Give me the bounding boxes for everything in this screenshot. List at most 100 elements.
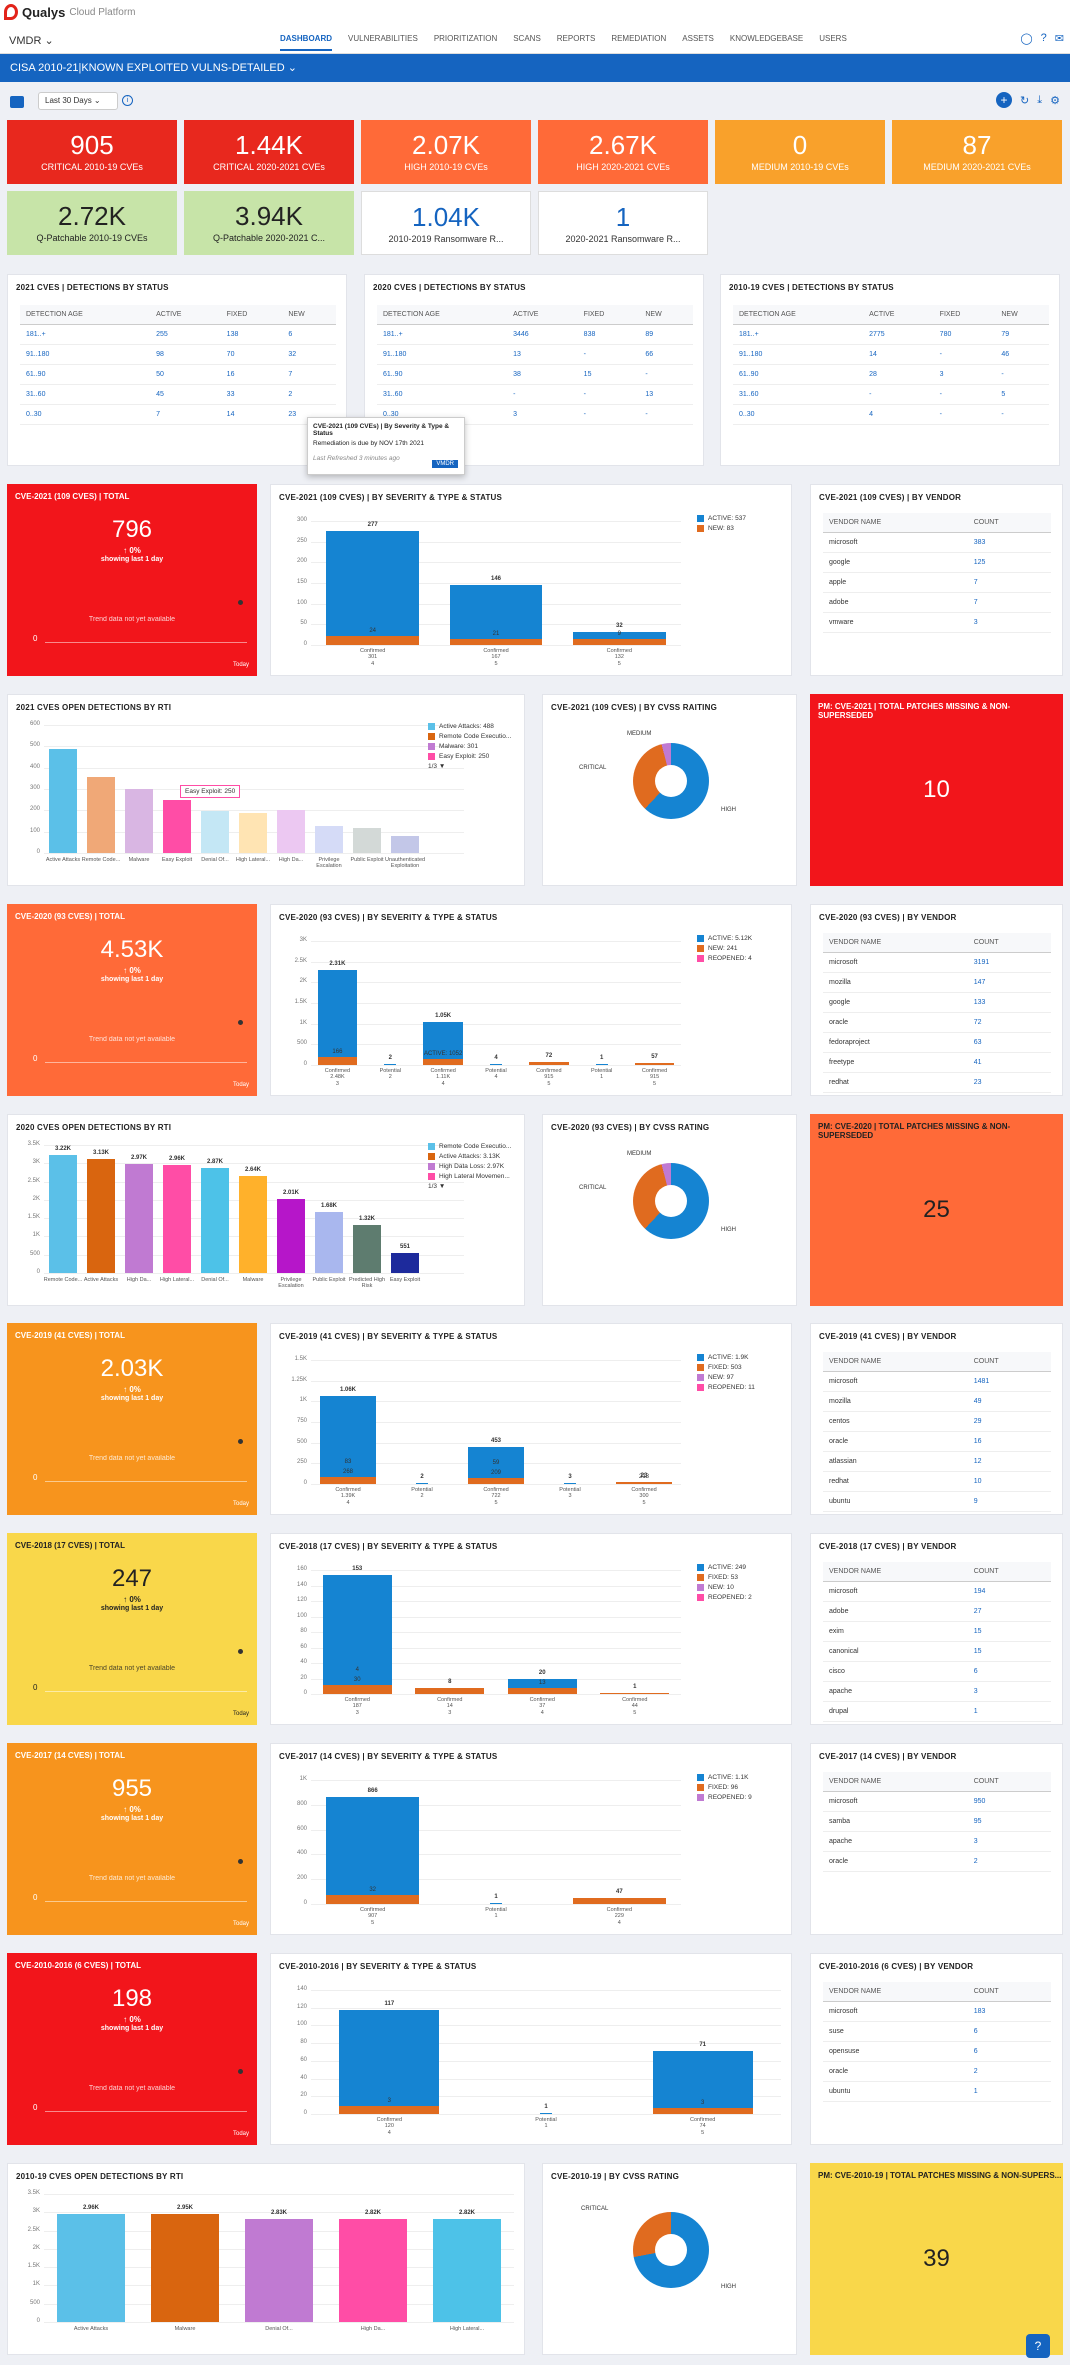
legend-item[interactable]: ACTIVE: 537: [697, 515, 746, 522]
cvss-donut[interactable]: [633, 2212, 709, 2288]
table-cell[interactable]: 950: [967, 1791, 1051, 1812]
kpi-tile[interactable]: 87 MEDIUM 2020-2021 CVEs: [892, 120, 1062, 184]
table-cell[interactable]: 6: [282, 324, 336, 345]
table-cell[interactable]: 98: [150, 344, 221, 365]
table-cell[interactable]: 3446: [507, 324, 578, 345]
bar-stack[interactable]: [384, 1064, 397, 1065]
bar-stack[interactable]: [449, 584, 543, 645]
table-cell[interactable]: 38: [507, 364, 578, 385]
legend-pager[interactable]: 1/3 ▼: [428, 1183, 446, 1190]
table-cell[interactable]: 7: [282, 364, 336, 385]
legend-item[interactable]: ACTIVE: 5.12K: [697, 935, 752, 942]
rti-bar[interactable]: [125, 1164, 153, 1273]
date-range-select[interactable]: Last 30 Days ⌄: [38, 92, 118, 110]
qualys-logo[interactable]: Qualys Cloud Platform: [4, 4, 136, 20]
bar-stack[interactable]: [326, 1796, 419, 1904]
rti-bar[interactable]: [239, 813, 267, 853]
bar-segment-new[interactable]: [423, 1058, 463, 1065]
table-cell[interactable]: 12: [967, 1451, 1051, 1472]
rti-bar[interactable]: [163, 1164, 191, 1273]
legend-item[interactable]: Malware: 301: [428, 743, 511, 750]
cvss-donut[interactable]: [633, 743, 709, 819]
bar-segment-new[interactable]: [616, 1482, 672, 1484]
legend-item[interactable]: Remote Code Executio...: [428, 1143, 511, 1150]
rti-bar[interactable]: [87, 776, 115, 853]
rti-bar[interactable]: [433, 2218, 501, 2322]
table-cell[interactable]: 23: [967, 1072, 1051, 1093]
legend-item[interactable]: ACTIVE: 249: [697, 1564, 752, 1571]
bar-stack[interactable]: [507, 1678, 577, 1694]
nav-tab-users[interactable]: USERS: [819, 34, 847, 43]
table-cell[interactable]: -: [577, 404, 640, 425]
rti-bar[interactable]: [239, 1176, 267, 1273]
table-cell[interactable]: 3: [967, 1681, 1051, 1702]
table-cell[interactable]: 3: [507, 404, 578, 425]
bar-stack[interactable]: [322, 1575, 392, 1694]
table-cell[interactable]: 2: [967, 2061, 1051, 2082]
total-card[interactable]: CVE-2019 (41 CVES) | TOTAL 2.03K ↑ 0% showi…: [7, 1323, 257, 1515]
tag-icon[interactable]: [10, 96, 24, 108]
table-cell[interactable]: 14: [220, 404, 283, 425]
rti-bar[interactable]: [245, 2218, 313, 2322]
help-chat-button[interactable]: ?: [1026, 2334, 1050, 2358]
table-cell[interactable]: -: [863, 384, 934, 405]
bar-stack[interactable]: [595, 1064, 608, 1065]
rti-bar[interactable]: [151, 2214, 219, 2322]
rti-bar[interactable]: [125, 788, 153, 853]
bar-stack[interactable]: [529, 1062, 569, 1065]
bar-stack[interactable]: [317, 969, 358, 1065]
rti-bar[interactable]: [391, 835, 419, 853]
bar-segment-new[interactable]: [600, 1693, 670, 1694]
nav-tab-scans[interactable]: SCANS: [513, 34, 541, 43]
kpi-tile[interactable]: 2.07K HIGH 2010-19 CVEs: [361, 120, 531, 184]
bar-segment-new[interactable]: [573, 638, 666, 645]
kpi-tile[interactable]: 2.67K HIGH 2020-2021 CVEs: [538, 120, 708, 184]
total-card[interactable]: CVE-2021 (109 CVES) | TOTAL 796 ↑ 0% showin…: [7, 484, 257, 676]
nav-tab-dashboard[interactable]: DASHBOARD: [280, 34, 332, 51]
rti-bar[interactable]: [49, 1155, 77, 1273]
table-cell[interactable]: 1: [967, 1701, 1051, 1722]
mail-icon[interactable]: ✉: [1054, 33, 1064, 45]
bar-stack[interactable]: [540, 2113, 552, 2114]
legend-item[interactable]: Remote Code Executio...: [428, 733, 511, 740]
bar-segment-new[interactable]: [652, 2107, 753, 2114]
bar-segment-new[interactable]: [468, 1477, 524, 1484]
table-cell[interactable]: 255: [150, 324, 221, 345]
table-cell[interactable]: 147: [967, 972, 1051, 993]
nav-tab-prioritization[interactable]: PRIORITIZATION: [433, 34, 498, 43]
legend-item[interactable]: Active Attacks: 3.13K: [428, 1153, 511, 1160]
legend-item[interactable]: FIXED: 503: [697, 1364, 755, 1371]
table-cell[interactable]: 7: [967, 572, 1051, 593]
table-cell[interactable]: 780: [933, 324, 996, 345]
table-cell[interactable]: 7: [967, 592, 1051, 613]
rti-bar[interactable]: [49, 748, 77, 853]
bar-segment-new[interactable]: [322, 1684, 392, 1694]
table-cell[interactable]: 15: [577, 364, 640, 385]
table-cell[interactable]: -: [577, 384, 640, 405]
legend-item[interactable]: Active Attacks: 488: [428, 723, 511, 730]
kpi-tile[interactable]: 2.72K Q-Patchable 2010-19 CVEs: [7, 191, 177, 255]
bar-stack[interactable]: [616, 1482, 672, 1484]
table-cell[interactable]: 27: [967, 1601, 1051, 1622]
bar-segment-new[interactable]: [326, 1895, 419, 1904]
table-cell[interactable]: 2: [282, 384, 336, 405]
legend-item[interactable]: NEW: 83: [697, 525, 746, 532]
bar-stack[interactable]: [415, 1687, 485, 1694]
rti-bar[interactable]: [277, 810, 305, 853]
legend-pager[interactable]: 1/3 ▼: [428, 763, 446, 770]
table-cell[interactable]: 14: [863, 344, 934, 365]
table-cell[interactable]: -: [507, 384, 578, 405]
table-cell[interactable]: 383: [967, 532, 1051, 553]
rti-bar[interactable]: [57, 2213, 125, 2322]
table-cell[interactable]: 125: [967, 552, 1051, 573]
total-card[interactable]: CVE-2010-2016 (6 CVES) | TOTAL 198 ↑ 0% sho…: [7, 1953, 257, 2145]
legend-item[interactable]: NEW: 10: [697, 1584, 752, 1591]
table-cell[interactable]: 3: [967, 612, 1051, 633]
bar-segment-new[interactable]: [529, 1062, 569, 1065]
table-cell[interactable]: 6: [967, 2021, 1051, 2042]
table-cell[interactable]: -: [639, 364, 693, 385]
table-cell[interactable]: 16: [220, 364, 283, 385]
nav-tab-knowledgebase[interactable]: KNOWLEDGEBASE: [729, 34, 804, 43]
rti-bar[interactable]: [315, 1211, 343, 1273]
table-cell[interactable]: 183: [967, 2001, 1051, 2022]
